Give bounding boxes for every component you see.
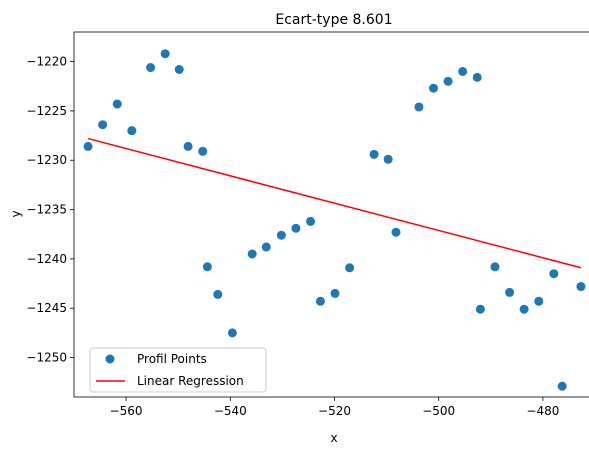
data-point-5 [146,63,156,73]
data-point-24 [414,102,424,112]
data-point-35 [557,381,567,391]
y-tick-label: −1250 [26,351,67,365]
x-tick-label: −520 [318,404,351,418]
data-point-23 [391,227,401,237]
legend-label-linear-regression: Linear Regression [137,374,244,388]
data-point-3 [112,99,122,109]
y-tick-label: −1240 [26,252,67,266]
regression-line [87,137,582,269]
data-point-15 [276,230,286,240]
data-point-7 [174,64,184,74]
data-point-36 [576,282,586,292]
data-point-8 [183,141,193,151]
data-point-32 [519,304,529,314]
data-point-31 [505,287,515,297]
y-tick-label: −1230 [26,153,67,167]
plot-area [83,49,586,391]
x-axis-label: x [330,431,337,445]
data-point-10 [202,262,212,272]
data-point-28 [472,72,482,82]
legend: Profil Points Linear Regression [89,347,267,393]
data-point-30 [490,262,500,272]
x-tick-label: −560 [110,404,143,418]
data-point-2 [98,120,108,130]
y-axis-label: y [9,210,23,217]
y-tick-label: −1235 [26,203,67,217]
data-point-34 [549,269,559,279]
data-point-18 [315,296,325,306]
chart-title: Ecart-type 8.601 [275,12,392,28]
x-tick-label: −500 [422,404,455,418]
data-point-6 [160,49,170,59]
data-point-33 [534,296,544,306]
data-point-14 [261,242,271,252]
data-point-4 [127,126,137,136]
data-point-16 [291,223,301,233]
y-tick-label: −1220 [26,55,67,69]
x-tick-label: −540 [214,404,247,418]
x-tick-label: −480 [526,404,559,418]
data-point-20 [345,263,355,273]
data-point-29 [475,304,485,314]
data-point-12 [227,328,237,338]
data-point-1 [83,141,93,151]
data-point-27 [458,66,468,76]
y-tick-label: −1245 [26,301,67,315]
legend-marker-profil-points [105,354,115,364]
data-point-11 [213,289,223,299]
y-tick-label: −1225 [26,104,67,118]
data-point-22 [383,154,393,164]
data-point-13 [247,249,257,259]
data-point-9 [198,146,208,156]
data-point-25 [428,83,438,93]
data-point-17 [306,216,316,226]
y-axis: −1250 −1245 −1240 −1235 −1230 −1225 −1220 [26,55,74,365]
legend-label-profil-points: Profil Points [137,352,207,366]
data-point-19 [330,288,340,298]
legend-box [89,347,267,393]
data-point-26 [443,76,453,86]
x-axis: −560 −540 −520 −500 −480 [110,397,559,418]
data-point-21 [369,149,379,159]
